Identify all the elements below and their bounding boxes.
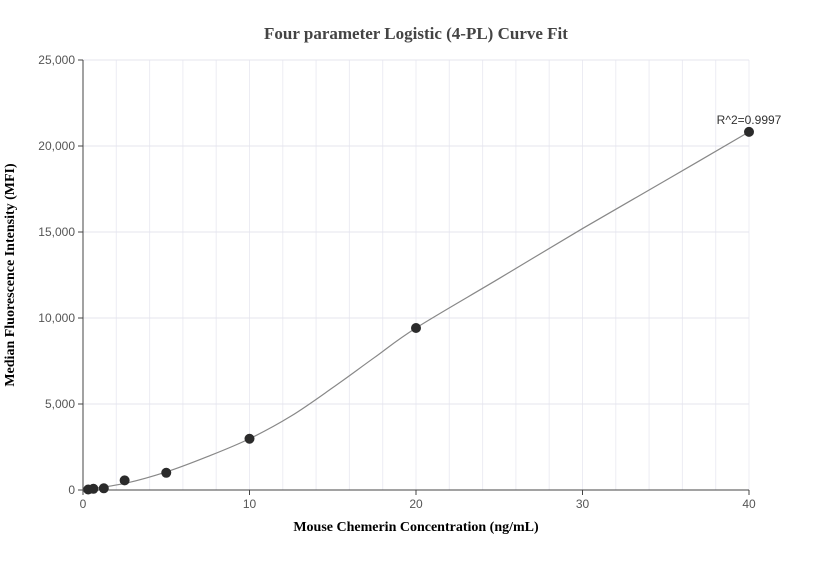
data-point bbox=[161, 467, 172, 478]
points-layer bbox=[83, 126, 754, 495]
y-axis-title: Median Fluorescence Intensity (MFI) bbox=[3, 163, 18, 387]
r-squared-annotation: R^2=0.9997 bbox=[717, 113, 782, 127]
y-tick-label: 0 bbox=[68, 483, 75, 497]
x-axis-title: Mouse Chemerin Concentration (ng/mL) bbox=[293, 520, 539, 535]
data-point bbox=[119, 475, 130, 486]
x-tick-label: 10 bbox=[243, 497, 257, 511]
y-tick-label: 25,000 bbox=[38, 53, 75, 67]
y-tick-label: 10,000 bbox=[38, 311, 75, 325]
x-tick-label: 0 bbox=[80, 497, 87, 511]
data-point bbox=[744, 126, 754, 137]
x-tick-label: 30 bbox=[576, 497, 590, 511]
text-layer: Four parameter Logistic (4-PL) Curve Fit… bbox=[3, 24, 782, 535]
y-tick-label: 15,000 bbox=[38, 225, 75, 239]
chart-title: Four parameter Logistic (4-PL) Curve Fit bbox=[264, 24, 568, 43]
data-point bbox=[411, 322, 421, 333]
data-point bbox=[88, 483, 99, 494]
data-point bbox=[98, 483, 109, 494]
axes-layer: 0 10 20 30 40 0 5,000 10,000 15,000 20,000 25,000 bbox=[38, 53, 756, 511]
y-tick-label: 5,000 bbox=[45, 397, 75, 411]
grid-layer bbox=[82, 59, 750, 491]
y-tick-label: 20,000 bbox=[38, 139, 75, 153]
x-tick-label: 20 bbox=[409, 497, 423, 511]
x-tick-label: 40 bbox=[742, 497, 756, 511]
data-point bbox=[244, 433, 255, 444]
